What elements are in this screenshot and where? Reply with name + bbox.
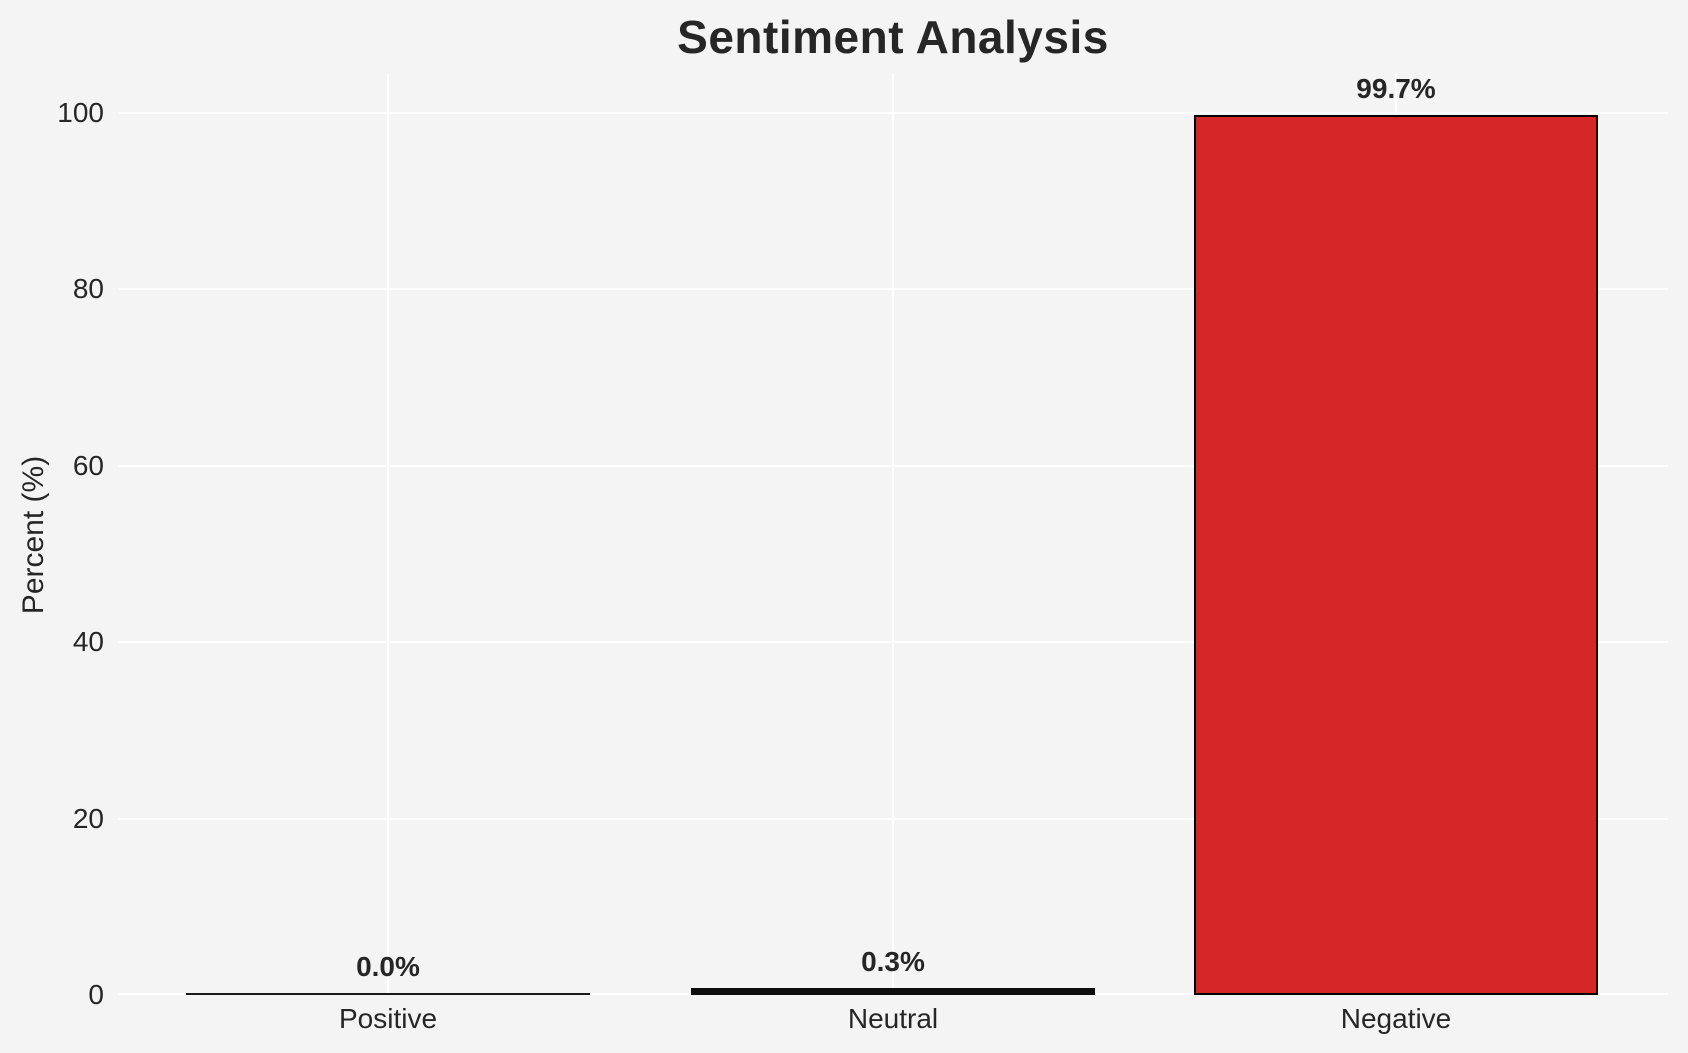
bar-value-label: 99.7% [1356, 73, 1436, 104]
bar-positive [186, 993, 590, 995]
y-tick-label: 60 [72, 449, 104, 481]
bar-value-label: 0.3% [861, 946, 925, 977]
y-tick-label: 80 [72, 273, 104, 305]
bar-value-label: 0.0% [356, 951, 420, 982]
y-tick-label: 40 [72, 626, 104, 658]
y-tick-label: 0 [88, 979, 104, 1010]
x-tick-label-positive: Positive [338, 1003, 438, 1034]
x-tick-label-negative: Negative [1340, 1003, 1452, 1034]
plot-area: 0.0% 0.3% 99.7% [118, 73, 1668, 995]
bar-neutral [691, 988, 1095, 995]
chart-title: Sentiment Analysis [677, 11, 1109, 63]
x-tick-label-neutral: Neutral [847, 1003, 939, 1034]
y-tick-label: 100 [57, 96, 104, 128]
gridline-vertical [387, 74, 389, 995]
y-tick-label: 20 [72, 802, 104, 834]
gridline-vertical [892, 74, 894, 995]
bar-negative [1194, 115, 1598, 995]
